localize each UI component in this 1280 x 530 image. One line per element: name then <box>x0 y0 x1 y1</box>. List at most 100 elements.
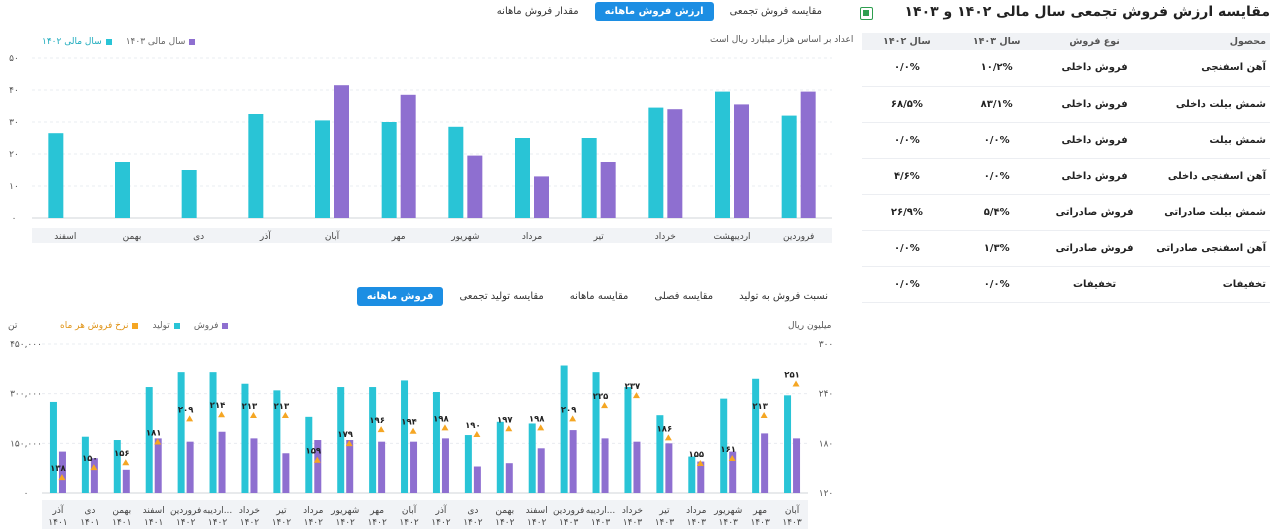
bar-production[interactable] <box>656 415 664 493</box>
bar-1402[interactable] <box>315 120 330 218</box>
bar-sales[interactable] <box>505 463 513 493</box>
bar-1403[interactable] <box>334 85 349 218</box>
rate-point[interactable] <box>154 438 162 445</box>
bar-sales[interactable] <box>697 461 705 493</box>
rate-point[interactable] <box>664 434 672 441</box>
legend-item-production[interactable]: تولید <box>152 321 180 331</box>
bottom-tab-4[interactable]: نسبت فروش به تولید <box>739 291 828 302</box>
bar-production[interactable] <box>241 383 249 493</box>
bar-1403[interactable] <box>667 109 683 218</box>
bottom-tab-0[interactable]: فروش ماهانه <box>356 287 444 306</box>
rate-point[interactable] <box>409 427 417 434</box>
rate-point[interactable] <box>218 411 226 418</box>
bar-sales[interactable] <box>569 430 577 493</box>
bar-production[interactable] <box>528 423 536 493</box>
bar-1402[interactable] <box>715 91 730 218</box>
bar-1403[interactable] <box>600 162 616 218</box>
bar-sales[interactable] <box>473 466 481 493</box>
rate-point[interactable] <box>537 424 545 431</box>
bar-sales[interactable] <box>154 438 162 493</box>
bar-sales[interactable] <box>90 458 98 493</box>
bar-sales[interactable] <box>441 438 449 493</box>
bar-1403[interactable] <box>734 104 749 218</box>
bar-sales[interactable] <box>793 438 801 493</box>
rate-point[interactable] <box>90 464 98 471</box>
bar-production[interactable] <box>496 421 504 493</box>
top-tab-1[interactable]: ارزش فروش ماهانه <box>594 2 714 21</box>
rate-point[interactable] <box>473 431 481 438</box>
rate-point[interactable] <box>122 459 130 466</box>
bar-1402[interactable] <box>448 126 464 218</box>
bar-production[interactable] <box>432 392 440 493</box>
legend-item-1402[interactable]: سال مالی ۱۴۰۲ <box>42 37 112 47</box>
bar-1403[interactable] <box>467 155 483 218</box>
bar-production[interactable] <box>592 372 600 493</box>
rate-point[interactable] <box>792 380 800 387</box>
rate-point[interactable] <box>377 426 385 433</box>
bar-sales[interactable] <box>282 453 290 493</box>
bar-1403[interactable] <box>400 94 416 218</box>
legend-item-rate[interactable]: نرخ فروش هر ماه <box>60 321 139 331</box>
rate-point[interactable] <box>441 424 449 431</box>
rate-point[interactable] <box>601 402 609 409</box>
bar-sales[interactable] <box>186 441 194 493</box>
bar-production[interactable] <box>113 440 121 493</box>
rate-point[interactable] <box>58 474 66 481</box>
bar-production[interactable] <box>688 456 696 493</box>
rate-point[interactable] <box>569 415 577 422</box>
bar-production[interactable] <box>401 380 409 493</box>
bar-1402[interactable] <box>781 115 797 218</box>
rate-point[interactable] <box>760 412 768 419</box>
bar-production[interactable] <box>560 365 568 493</box>
bar-sales[interactable] <box>537 448 545 493</box>
rate-point[interactable] <box>281 412 289 419</box>
rate-point[interactable] <box>696 460 704 467</box>
bar-sales[interactable] <box>314 440 322 493</box>
bar-production[interactable] <box>337 387 345 493</box>
bar-sales[interactable] <box>761 433 769 493</box>
bar-production[interactable] <box>145 387 153 493</box>
legend-item-sales[interactable]: فروش <box>194 321 229 331</box>
bar-1403[interactable] <box>800 91 816 218</box>
bottom-tab-3[interactable]: مقایسه فصلی <box>654 291 714 302</box>
bar-sales[interactable] <box>601 438 609 493</box>
bar-production[interactable] <box>784 395 792 493</box>
bar-production[interactable] <box>752 378 760 493</box>
bar-1403[interactable] <box>534 176 549 218</box>
bar-1402[interactable] <box>181 170 197 218</box>
bar-sales[interactable] <box>250 438 258 493</box>
bar-sales[interactable] <box>58 451 66 493</box>
rate-point[interactable] <box>632 392 640 399</box>
bar-sales[interactable] <box>665 443 673 493</box>
bar-sales[interactable] <box>346 440 354 493</box>
bar-production[interactable] <box>305 416 313 493</box>
bar-production[interactable] <box>464 435 472 493</box>
bar-sales[interactable] <box>378 441 386 493</box>
bar-1402[interactable] <box>381 122 397 218</box>
bar-1402[interactable] <box>248 114 264 218</box>
bottom-tab-2[interactable]: مقایسه ماهانه <box>569 291 629 302</box>
top-tab-2[interactable]: مقایسه فروش تجمعی <box>729 6 822 17</box>
bar-production[interactable] <box>720 398 728 493</box>
bar-production[interactable] <box>369 387 377 493</box>
bar-sales[interactable] <box>218 431 226 493</box>
top-tab-0[interactable]: مقدار فروش ماهانه <box>496 6 579 17</box>
bar-sales[interactable] <box>633 441 641 493</box>
bar-production[interactable] <box>49 401 57 493</box>
bottom-tab-1[interactable]: مقایسه تولید تجمعی <box>459 291 544 302</box>
bar-1402[interactable] <box>515 138 530 218</box>
rate-point[interactable] <box>345 440 353 447</box>
bar-production[interactable] <box>209 372 217 493</box>
bar-1402[interactable] <box>48 133 64 218</box>
excel-icon[interactable] <box>860 7 873 20</box>
bar-production[interactable] <box>624 387 632 493</box>
bar-production[interactable] <box>177 372 185 493</box>
bar-1402[interactable] <box>648 107 664 218</box>
bar-1402[interactable] <box>115 162 130 218</box>
bar-sales[interactable] <box>122 469 130 493</box>
bar-sales[interactable] <box>410 441 418 493</box>
rate-point[interactable] <box>313 456 321 463</box>
legend-item-1403[interactable]: سال مالی ۱۴۰۳ <box>126 37 196 47</box>
bar-production[interactable] <box>273 390 281 493</box>
rate-point[interactable] <box>186 415 194 422</box>
